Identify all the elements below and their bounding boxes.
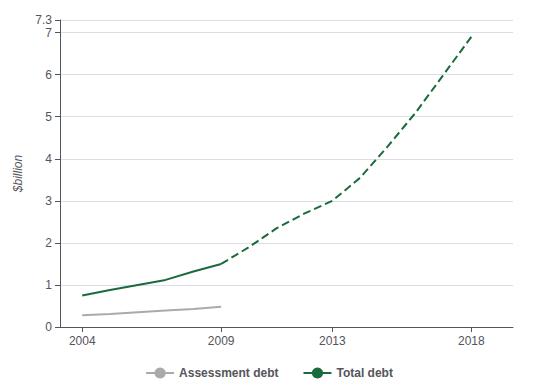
svg-text:2: 2 [45, 236, 52, 250]
svg-text:Total debt: Total debt [336, 366, 392, 380]
svg-text:3: 3 [45, 194, 52, 208]
svg-text:2013: 2013 [319, 334, 346, 348]
svg-text:1: 1 [45, 278, 52, 292]
svg-text:7: 7 [45, 26, 52, 40]
svg-text:$billion: $billion [11, 154, 25, 193]
svg-text:5: 5 [45, 110, 52, 124]
svg-text:2018: 2018 [458, 334, 485, 348]
svg-text:4: 4 [45, 152, 52, 166]
svg-text:0: 0 [45, 320, 52, 334]
svg-text:2009: 2009 [208, 334, 235, 348]
svg-text:6: 6 [45, 68, 52, 82]
svg-text:Assessment debt: Assessment debt [179, 366, 278, 380]
svg-text:2004: 2004 [69, 334, 96, 348]
svg-text:7.3: 7.3 [35, 13, 52, 27]
